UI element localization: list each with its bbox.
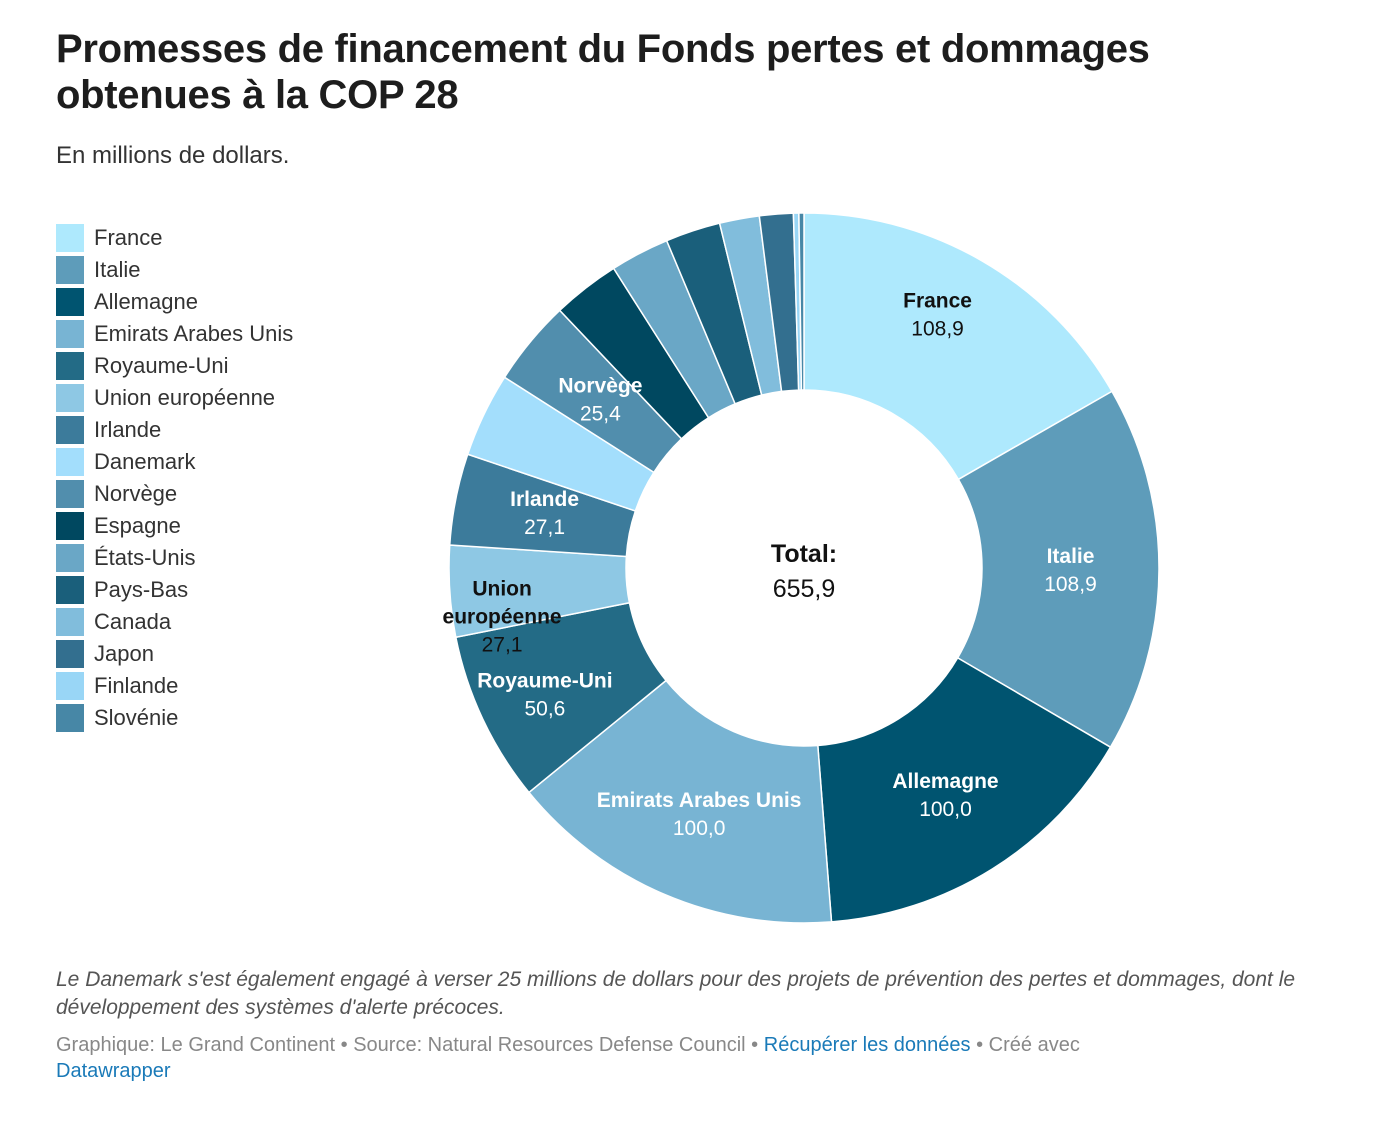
legend-swatch bbox=[56, 576, 84, 604]
legend-swatch bbox=[56, 384, 84, 412]
get-data-link[interactable]: Récupérer les données bbox=[763, 1034, 971, 1056]
chart-legend: France Italie Allemagne Emirats Arabes Unis… bbox=[56, 222, 293, 734]
slice-label-name: Emirats Arabes Unis bbox=[597, 789, 802, 812]
slice-label-value: 108,9 bbox=[911, 317, 964, 340]
legend-swatch bbox=[56, 320, 84, 348]
legend-label: États-Unis bbox=[94, 545, 196, 570]
legend-label: Finlande bbox=[94, 673, 179, 698]
legend-label: Allemagne bbox=[94, 289, 198, 314]
footer-source: Source: Natural Resources Defense Counci… bbox=[353, 1034, 746, 1056]
legend-item: Irlande bbox=[56, 414, 293, 446]
chart-footer: Graphique: Le Grand Continent • Source: … bbox=[56, 1032, 1176, 1084]
legend-item: États-Unis bbox=[56, 542, 293, 574]
legend-label: Canada bbox=[94, 609, 172, 634]
slice-label-value: 50,6 bbox=[524, 698, 565, 721]
legend-label: Irlande bbox=[94, 417, 162, 442]
legend-swatch bbox=[56, 704, 84, 732]
legend-item: Emirats Arabes Unis bbox=[56, 318, 293, 350]
center-total-value: 655,9 bbox=[773, 575, 836, 603]
legend-swatch bbox=[56, 672, 84, 700]
legend-label: Italie bbox=[94, 257, 141, 282]
slice-label-name: Royaume-Uni bbox=[477, 670, 612, 693]
legend-item: France bbox=[56, 222, 293, 254]
slice-france bbox=[803, 212, 1113, 481]
legend-item: Allemagne bbox=[56, 286, 293, 318]
legend-item: Espagne bbox=[56, 510, 293, 542]
legend-item: Finlande bbox=[56, 670, 293, 702]
slice-label-value: 100,0 bbox=[673, 817, 726, 840]
slice-label-name: Irlande bbox=[510, 488, 579, 511]
datawrapper-link[interactable]: Datawrapper bbox=[56, 1060, 171, 1082]
legend-swatch bbox=[56, 640, 84, 668]
slice-label-name: Allemagne bbox=[892, 770, 998, 793]
slice-allemagne bbox=[816, 656, 1112, 923]
footer-made-with: Créé avec bbox=[988, 1034, 1080, 1056]
legend-swatch bbox=[56, 352, 84, 380]
footer-separator: • bbox=[335, 1034, 354, 1056]
legend-label: Espagne bbox=[94, 513, 181, 538]
legend-item: Slovénie bbox=[56, 702, 293, 734]
slice-label-name: Italie bbox=[1047, 545, 1095, 568]
legend-label: Union européenne bbox=[94, 385, 276, 410]
legend-swatch bbox=[56, 224, 84, 252]
slice-labels: France 108,9 Italie 108,9 Allemagne 100,0 Emir… bbox=[443, 289, 1097, 840]
footer-credit: Graphique: Le Grand Continent bbox=[56, 1034, 336, 1056]
center-total-label: Total: bbox=[771, 540, 837, 568]
legend-swatch bbox=[56, 512, 84, 540]
slice-label-name: Norvège bbox=[558, 374, 642, 397]
donut-slices bbox=[448, 212, 1160, 924]
slice-italie bbox=[956, 390, 1160, 749]
legend-item: Royaume-Uni bbox=[56, 350, 293, 382]
slice-label-value: 25,4 bbox=[580, 402, 621, 425]
chart-title: Promesses de financement du Fonds pertes… bbox=[56, 27, 1150, 117]
legend-label: Japon bbox=[94, 641, 154, 666]
chart-note: Le Danemark s'est également engagé à ver… bbox=[56, 968, 1296, 1019]
legend-item: Italie bbox=[56, 254, 293, 286]
legend-item: Japon bbox=[56, 638, 293, 670]
legend-label: Emirats Arabes Unis bbox=[94, 321, 294, 346]
legend-swatch bbox=[56, 544, 84, 572]
legend-label: Norvège bbox=[94, 481, 178, 506]
legend-swatch bbox=[56, 416, 84, 444]
legend-label: Pays-Bas bbox=[94, 577, 189, 602]
legend-item: Canada bbox=[56, 606, 293, 638]
legend-swatch bbox=[56, 480, 84, 508]
legend-item: Norvège bbox=[56, 478, 293, 510]
footer-separator: • bbox=[970, 1034, 989, 1056]
legend-item: Pays-Bas bbox=[56, 574, 293, 606]
slice-label-value: 27,1 bbox=[524, 516, 565, 539]
slice-label-name: France bbox=[903, 289, 972, 312]
legend-label: France bbox=[94, 225, 163, 250]
slice-emirats-arabes-unis bbox=[527, 679, 833, 924]
legend-item: Danemark bbox=[56, 446, 293, 478]
slice-slov-nie bbox=[798, 212, 805, 391]
legend-swatch bbox=[56, 288, 84, 316]
slice-label-name: européenne bbox=[443, 606, 562, 629]
legend-swatch bbox=[56, 448, 84, 476]
slice-label-value: 108,9 bbox=[1044, 573, 1097, 596]
legend-label: Slovénie bbox=[94, 705, 179, 730]
footer-separator: • bbox=[745, 1034, 764, 1056]
legend-swatch bbox=[56, 256, 84, 284]
legend-item: Union européenne bbox=[56, 382, 293, 414]
slice-label-value: 100,0 bbox=[919, 798, 972, 821]
legend-swatch bbox=[56, 608, 84, 636]
legend-label: Danemark bbox=[94, 449, 196, 474]
slice-label-value: 27,1 bbox=[482, 634, 523, 657]
chart-subtitle: En millions de dollars. bbox=[56, 142, 290, 169]
slice-label-name: Union bbox=[472, 578, 531, 601]
donut-chart: France 108,9 Italie 108,9 Allemagne 100,0 Emir… bbox=[443, 212, 1160, 924]
legend-label: Royaume-Uni bbox=[94, 353, 229, 378]
